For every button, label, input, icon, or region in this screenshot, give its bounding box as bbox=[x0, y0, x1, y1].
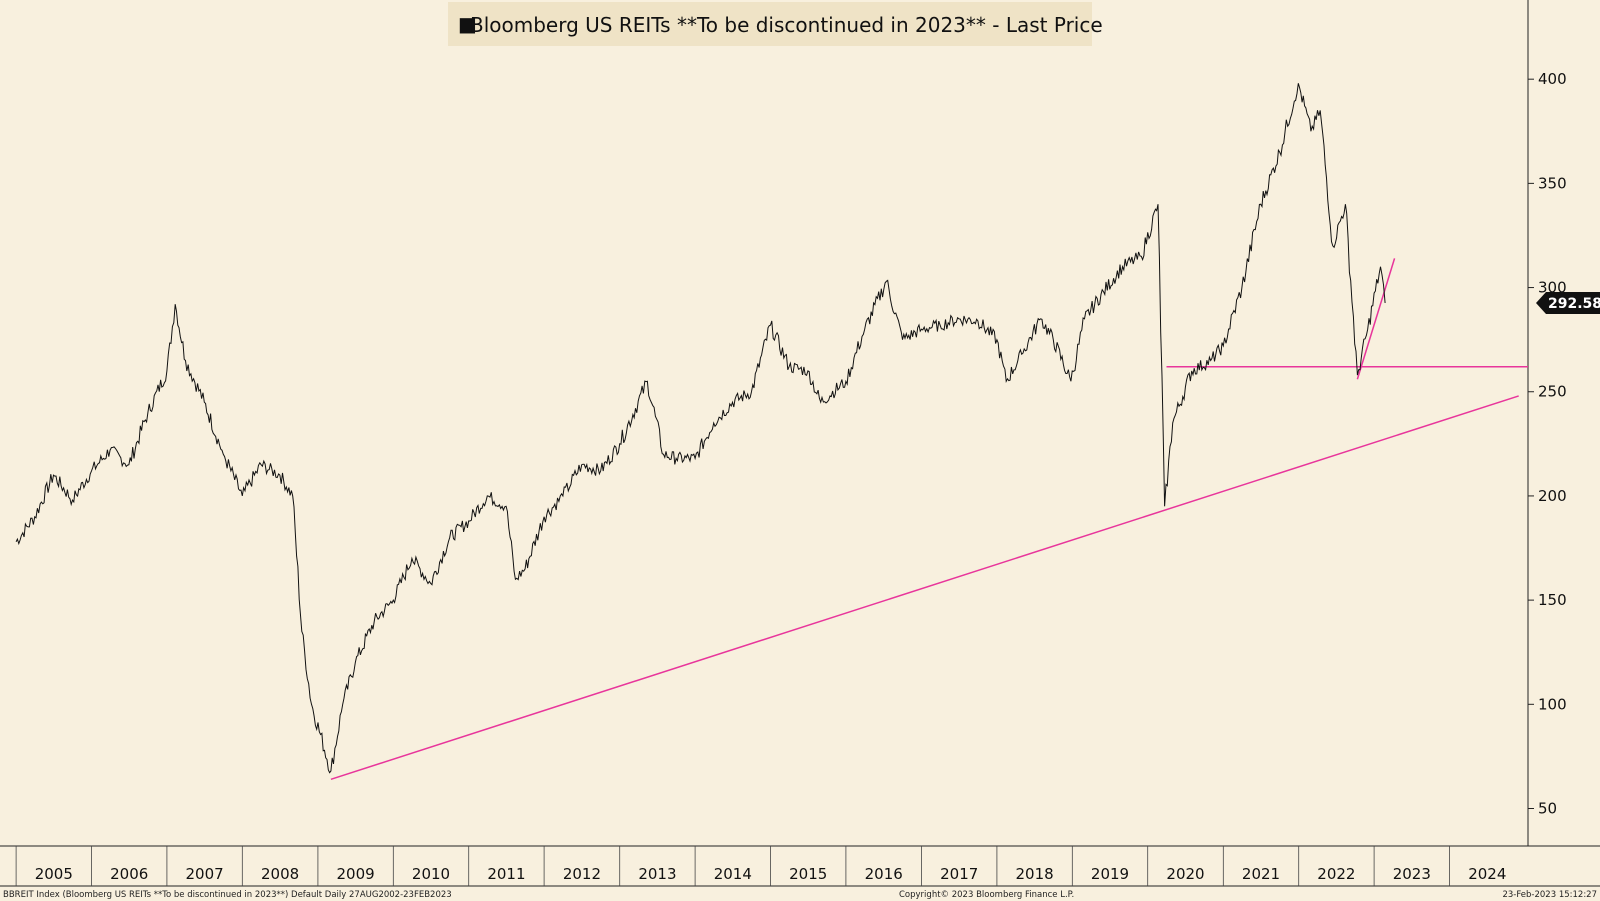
y-tick-label: 400 bbox=[1538, 70, 1567, 88]
year-label: 2019 bbox=[1091, 865, 1129, 883]
year-label: 2005 bbox=[35, 865, 73, 883]
year-label: 2021 bbox=[1242, 865, 1280, 883]
year-label: 2006 bbox=[110, 865, 148, 883]
year-label: 2012 bbox=[563, 865, 601, 883]
year-label: 2008 bbox=[261, 865, 299, 883]
footer-center: Copyright© 2023 Bloomberg Finance L.P. bbox=[899, 890, 1074, 900]
y-tick-label: 50 bbox=[1538, 799, 1557, 817]
year-label: 2011 bbox=[487, 865, 525, 883]
title-box-bg bbox=[448, 2, 1092, 46]
footer-right: 23-Feb-2023 15:12:27 bbox=[1502, 890, 1597, 900]
legend-marker: ■ bbox=[458, 12, 477, 36]
year-label: 2013 bbox=[638, 865, 676, 883]
year-label: 2009 bbox=[337, 865, 375, 883]
series-line bbox=[15, 83, 1386, 774]
year-label: 2023 bbox=[1393, 865, 1431, 883]
annotation-trendline bbox=[330, 395, 1519, 781]
y-tick-label: 200 bbox=[1538, 487, 1567, 505]
year-label: 2018 bbox=[1016, 865, 1054, 883]
annotation-trendline bbox=[1356, 258, 1396, 380]
year-label: 2015 bbox=[789, 865, 827, 883]
badge-value: 292.58 bbox=[1548, 296, 1600, 312]
year-label: 2016 bbox=[865, 865, 903, 883]
y-tick-label: 250 bbox=[1538, 383, 1567, 401]
x-axis-year-labels: 2005 2006 2007 2008 2009 2010 2011 2012 2013 2014… bbox=[15, 846, 1506, 886]
year-label: 2022 bbox=[1317, 865, 1355, 883]
year-label: 2020 bbox=[1166, 865, 1204, 883]
footer-left: BBREIT Index (Bloomberg US REITs **To be… bbox=[3, 890, 452, 900]
chart-title-box: ■ Bloomberg US REITs **To be discontinue… bbox=[448, 2, 1103, 46]
price-series bbox=[15, 83, 1386, 774]
y-tick-label: 100 bbox=[1538, 695, 1567, 713]
badge-shape bbox=[1536, 292, 1600, 315]
year-label: 2007 bbox=[186, 865, 224, 883]
year-label: 2014 bbox=[714, 865, 752, 883]
year-label: 2024 bbox=[1468, 865, 1506, 883]
annotation-lines bbox=[330, 258, 1528, 781]
y-tick-label: 350 bbox=[1538, 174, 1567, 192]
y-tick-label: 150 bbox=[1538, 591, 1567, 609]
chart-title: Bloomberg US REITs **To be discontinued … bbox=[470, 13, 1103, 37]
last-value-badge: 292.58 bbox=[1536, 292, 1600, 315]
year-label: 2010 bbox=[412, 865, 450, 883]
year-label: 2017 bbox=[940, 865, 978, 883]
